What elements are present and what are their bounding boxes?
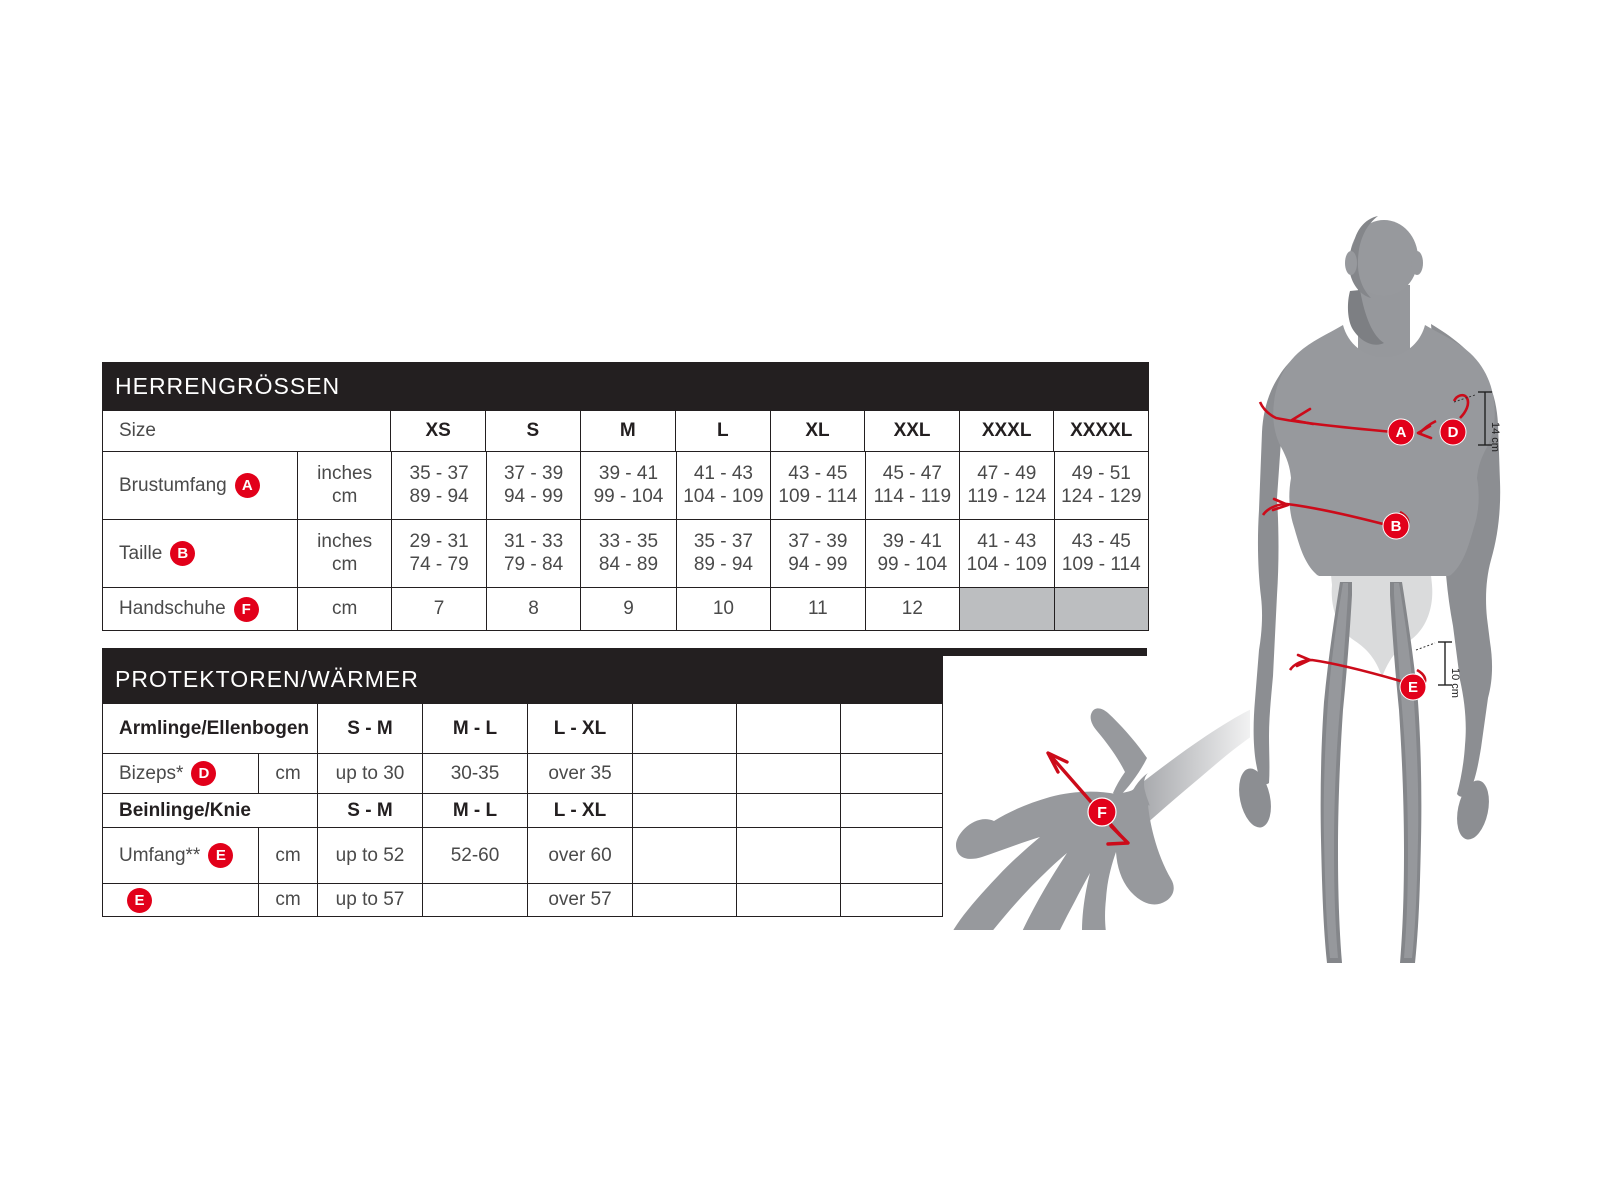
svg-text:E: E [1408, 679, 1418, 696]
svg-text:10 cm: 10 cm [1449, 668, 1461, 698]
svg-text:D: D [1448, 424, 1459, 441]
svg-text:14 cm: 14 cm [1489, 422, 1501, 452]
svg-text:A: A [1396, 424, 1407, 441]
svg-text:B: B [1391, 518, 1402, 535]
svg-text:F: F [1097, 805, 1107, 822]
